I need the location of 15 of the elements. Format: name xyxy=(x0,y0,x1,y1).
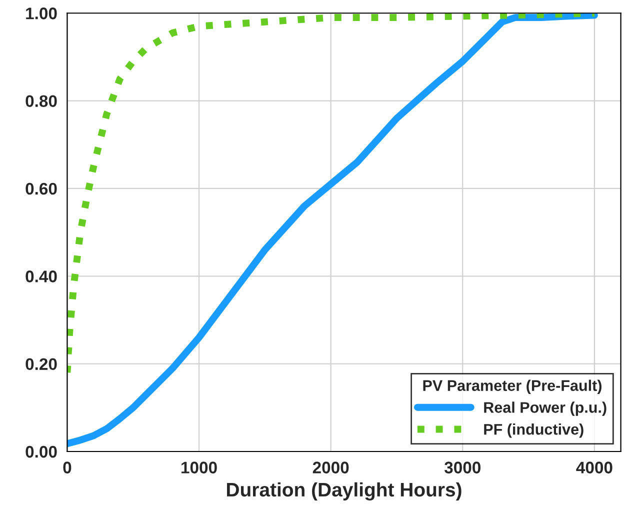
y-tick-label: 0.60 xyxy=(26,182,57,195)
x-axis-title: Duration (Daylight Hours) xyxy=(227,482,462,501)
x-tick-label: 0 xyxy=(63,462,72,474)
y-tick-label: 0.00 xyxy=(26,446,57,458)
x-tick-label: 4000 xyxy=(576,462,612,474)
y-tick-label: 1.00 xyxy=(26,8,57,20)
x-tick-label: 1000 xyxy=(182,462,217,474)
x-tick-label: 3000 xyxy=(444,462,480,474)
legend-title: PV Parameter (Pre-Fault) xyxy=(423,380,602,394)
legend-label: Real Power (p.u.) xyxy=(484,402,606,416)
x-tick-label: 2000 xyxy=(312,462,349,474)
y-tick-label: 0.80 xyxy=(26,95,57,108)
y-tick-label: 0.20 xyxy=(26,358,57,370)
y-tick-label: 0.40 xyxy=(26,270,57,282)
legend-label: PF (inductive) xyxy=(484,424,584,438)
